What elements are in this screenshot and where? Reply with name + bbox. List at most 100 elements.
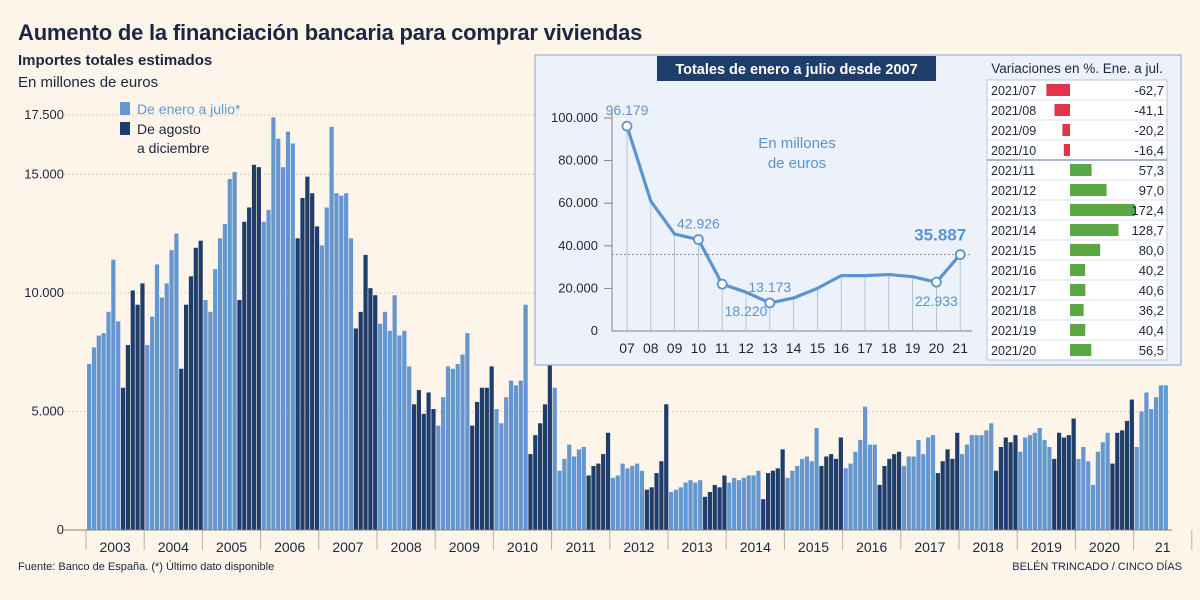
monthly-bar <box>295 238 300 531</box>
monthly-bar <box>242 221 247 530</box>
legend-swatch-jan-jul <box>120 102 130 115</box>
monthly-bar <box>955 432 960 530</box>
variations-value: 128,7 <box>1131 223 1164 238</box>
inset-x-tick-label: 17 <box>857 340 873 356</box>
monthly-bar <box>397 335 402 530</box>
monthly-bar <box>567 444 572 530</box>
monthly-bar <box>179 368 184 530</box>
variations-row-label: 2021/20 <box>991 344 1036 358</box>
monthly-bar <box>489 366 494 530</box>
monthly-bar <box>217 238 223 531</box>
monthly-bar <box>285 131 291 530</box>
legend-label-aug-dec: a diciembre <box>137 140 210 156</box>
monthly-bar <box>722 475 727 530</box>
monthly-bar <box>693 482 698 530</box>
monthly-bar <box>1052 458 1057 530</box>
monthly-bar <box>901 465 906 530</box>
monthly-bar <box>450 368 455 530</box>
monthly-bar <box>872 444 877 530</box>
monthly-bar <box>1061 437 1067 530</box>
monthly-bar <box>222 224 227 531</box>
monthly-bar <box>707 492 712 530</box>
monthly-bar <box>702 496 708 530</box>
legend-label-aug-dec: De agosto <box>137 121 201 137</box>
variations-value: -20,2 <box>1134 123 1164 138</box>
monthly-bar <box>824 456 829 530</box>
monthly-bar <box>392 295 397 530</box>
inset-y-tick-label: 0 <box>591 323 598 338</box>
monthly-bar <box>528 454 533 530</box>
variations-bar <box>1070 164 1092 176</box>
monthly-bar <box>1144 392 1149 530</box>
variations-value: 36,2 <box>1139 303 1164 318</box>
monthly-bar <box>746 475 751 530</box>
monthly-bar <box>213 269 218 530</box>
monthly-bar <box>484 387 489 530</box>
monthly-bar <box>1047 447 1052 530</box>
variations-row-label: 2021/13 <box>991 204 1036 218</box>
monthly-bar <box>688 480 693 530</box>
year-label: 2009 <box>449 539 480 555</box>
monthly-bar <box>940 461 945 530</box>
monthly-bar <box>601 454 606 530</box>
inset-data-label-highlight: 35.887 <box>914 226 966 245</box>
monthly-bar <box>998 447 1003 530</box>
monthly-bar <box>237 299 242 530</box>
variations-value: -41,1 <box>1134 103 1164 118</box>
monthly-bar <box>1032 432 1037 530</box>
monthly-bar <box>169 250 174 530</box>
variations-row-label: 2021/09 <box>991 124 1036 138</box>
year-label: 2012 <box>623 539 654 555</box>
monthly-bar <box>863 406 868 530</box>
variations-title: Variaciones en %. Ene. a jul. <box>991 61 1163 76</box>
legend-swatch-aug-dec <box>120 122 130 135</box>
monthly-bar <box>378 323 383 530</box>
monthly-bar <box>188 276 194 530</box>
monthly-bar <box>664 404 669 530</box>
monthly-bar <box>344 193 349 530</box>
monthly-bar <box>431 409 436 530</box>
monthly-bar <box>426 392 431 530</box>
monthly-bar <box>727 482 732 530</box>
monthly-bar <box>494 409 499 530</box>
monthly-bar <box>271 117 276 530</box>
inset-x-tick-label: 21 <box>952 340 968 356</box>
monthly-bar <box>969 435 974 530</box>
inset-x-tick-label: 10 <box>691 340 707 356</box>
monthly-bar <box>111 259 116 530</box>
monthly-bar <box>445 366 451 530</box>
monthly-bar <box>819 465 824 530</box>
inset-data-point <box>931 276 942 288</box>
monthly-bar <box>247 207 252 530</box>
monthly-bar <box>964 444 970 530</box>
variations-value: 57,3 <box>1139 163 1164 178</box>
monthly-bar <box>1095 451 1100 530</box>
inset-y-tick-label: 40.000 <box>558 238 598 253</box>
inset-x-tick-label: 18 <box>881 340 897 356</box>
monthly-bar <box>184 304 189 530</box>
monthly-bar <box>227 179 232 530</box>
monthly-bar <box>465 333 470 530</box>
monthly-bar <box>867 444 873 530</box>
monthly-bar <box>436 425 441 530</box>
year-label: 2008 <box>391 539 422 555</box>
monthly-bar <box>1027 435 1033 530</box>
monthly-bar <box>591 465 596 530</box>
monthly-bar <box>906 456 911 530</box>
monthly-bar <box>930 435 936 530</box>
variations-value: 172,4 <box>1131 203 1164 218</box>
variations-bar <box>1070 344 1092 356</box>
y-tick-label: 15.000 <box>24 166 64 181</box>
monthly-bar <box>1013 435 1018 530</box>
inset-unit-note: En millones <box>758 135 836 152</box>
monthly-bar <box>523 304 528 530</box>
y-tick-label: 10.000 <box>24 285 64 300</box>
inset-title: Totales de enero a julio desde 2007 <box>675 62 917 78</box>
monthly-bar <box>324 207 329 530</box>
variations-row-label: 2021/14 <box>991 224 1036 238</box>
monthly-bar <box>334 193 339 530</box>
inset-data-label: 42.926 <box>677 216 720 232</box>
monthly-bar <box>780 449 785 530</box>
monthly-bar <box>290 143 295 530</box>
monthly-bar <box>620 463 625 530</box>
